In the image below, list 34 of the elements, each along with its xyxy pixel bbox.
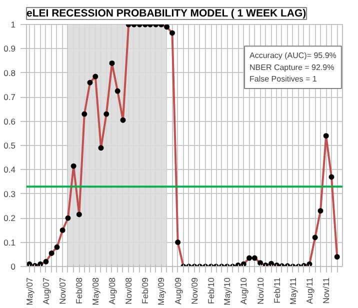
- x-tick-label: May/09: [156, 277, 166, 306]
- annotation: Accuracy (AUC)= 95.9%: [250, 51, 336, 60]
- y-tick-label: 0.6: [4, 116, 16, 126]
- x-tick-label: Nov/08: [124, 277, 134, 304]
- x-tick-label: Nov/10: [255, 277, 266, 304]
- x-tick-label: Aug/11: [304, 277, 314, 304]
- y-tick-label: 0.3: [4, 188, 16, 199]
- x-tick-label: May/10: [222, 277, 232, 306]
- x-tick-label: Feb/09: [140, 277, 150, 304]
- x-tick-label: Feb/10: [206, 277, 216, 304]
- y-tick-label: 0.7: [4, 92, 16, 102]
- y-tick-label: 0.1: [4, 237, 16, 248]
- annotation: NBER Capture = 92.9%: [250, 62, 334, 72]
- x-tick-label: Nov/07: [58, 277, 68, 304]
- y-tick-label: 1: [10, 20, 16, 30]
- y-tick-label: 0.5: [4, 140, 16, 150]
- y-tick-label: 0.4: [4, 164, 16, 175]
- x-tick-label: May/08: [90, 277, 100, 306]
- y-tick-label: 0: [10, 262, 16, 272]
- x-tick-label: Nov/09: [189, 277, 200, 304]
- y-tick-label: 0.9: [4, 44, 16, 54]
- y-tick-label: 0.8: [4, 68, 16, 78]
- annotation: False Positives = 1: [250, 74, 318, 84]
- x-tick-label: Aug/09: [172, 277, 183, 304]
- x-tick-label: Nov/11: [321, 277, 332, 304]
- x-tick-label: Aug/08: [106, 277, 117, 304]
- x-tick-label: May/07: [24, 277, 34, 306]
- x-tick-label: Feb/08: [74, 277, 84, 304]
- x-tick-label: Aug/10: [238, 277, 249, 304]
- x-tick-label: Feb/11: [272, 277, 282, 304]
- x-tick-label: May/11: [288, 277, 298, 305]
- x-tick-label: Aug/07: [40, 277, 51, 304]
- y-tick-label: 0.2: [4, 213, 16, 224]
- chart-title: eLEI RECESSION PROBABILITY MODEL ( 1 WEEK LAG): [26, 8, 306, 20]
